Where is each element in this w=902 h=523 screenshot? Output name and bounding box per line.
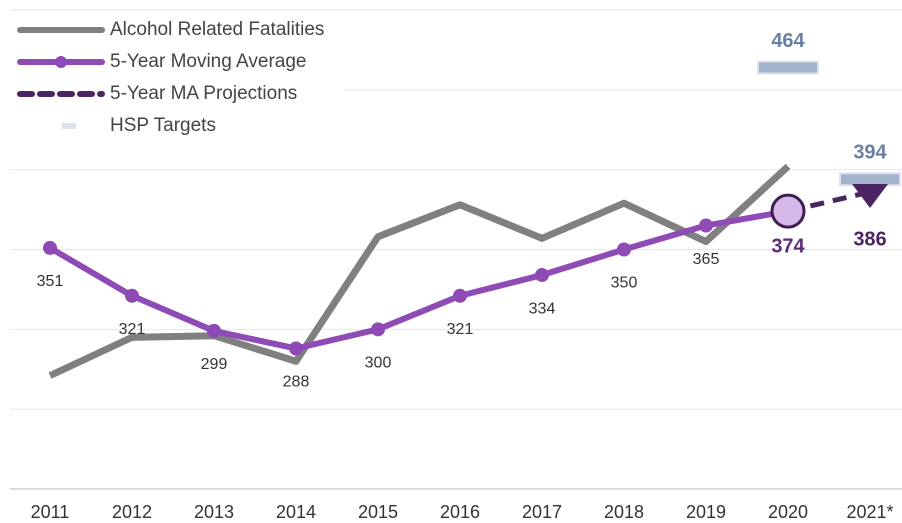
target-label: 394 [853,142,887,164]
x-tick-label: 2011 [31,502,70,522]
point [617,242,631,257]
data-label: 299 [201,356,228,373]
x-tick-label: 2014 [276,502,316,522]
projection-marker [852,184,888,209]
x-tick-label: 2013 [194,502,234,522]
data-label: 374 [771,235,805,257]
legend-label: 5-Year Moving Average [110,51,306,72]
point [699,218,713,233]
point [125,288,139,303]
target-bar [839,172,901,187]
point [207,323,221,338]
point [43,240,57,255]
data-label: 365 [693,251,720,268]
point [289,341,303,356]
legend-label: Alcohol Related Fatalities [110,19,324,40]
target-label: 464 [771,30,805,52]
x-tick-label: 2018 [604,502,644,522]
x-tick-label: 2020 [768,502,808,522]
point [770,193,806,229]
legend-swatch [62,123,76,129]
data-label: 351 [37,273,64,290]
point [453,288,467,303]
x-tick-label: 2016 [440,502,480,522]
data-label: 386 [853,228,886,250]
point [535,268,549,283]
data-label: 321 [447,321,474,338]
line [787,189,871,214]
line [48,163,791,379]
x-tick-label: 2019 [686,502,726,522]
legend: Alcohol Related Fatalities 5-Year Moving … [10,12,345,140]
data-label: 288 [283,374,310,391]
target-bar [757,60,819,75]
point [371,322,385,337]
data-label: 300 [365,355,392,372]
data-label: 334 [529,300,556,317]
x-tick-label: 2017 [522,502,562,522]
x-tick-label: 2012 [112,502,152,522]
data-label: 350 [611,275,638,292]
line [48,208,789,352]
data-label: 321 [119,321,146,338]
legend-marker [55,56,67,68]
x-tick-label: 2021* [846,502,893,522]
legend-label: 5-Year MA Projections [110,83,297,104]
legend-label: HSP Targets [110,115,216,136]
x-tick-label: 2015 [358,502,398,522]
legend-bg [10,12,345,140]
